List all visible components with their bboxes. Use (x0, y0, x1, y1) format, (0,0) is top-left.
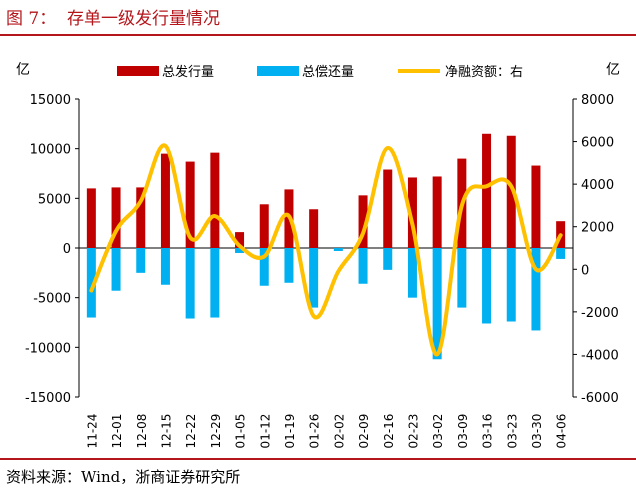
issue-bar (210, 152, 220, 248)
repay-bar (136, 248, 146, 273)
right-tick-label: 8000 (581, 93, 614, 108)
repay-bar (210, 248, 220, 318)
x-tick-label: 01-19 (283, 414, 297, 449)
left-tick-label: 10000 (30, 143, 71, 158)
right-tick-label: -4000 (581, 348, 619, 363)
issue-bar (506, 135, 516, 248)
issue-bar (259, 204, 269, 248)
right-tick-label: 0 (581, 263, 589, 278)
x-tick-label: 12-29 (209, 414, 223, 449)
repay-bar (432, 248, 442, 360)
x-tick-label: 01-26 (308, 414, 322, 449)
left-tick-label: 5000 (38, 192, 71, 207)
legend-label-issue: 总发行量 (162, 64, 214, 80)
issue-bar (309, 209, 319, 248)
x-tick-label: 12-08 (135, 414, 149, 449)
repay-bar (111, 248, 121, 291)
issue-bar (111, 187, 121, 248)
left-tick-label: 0 (63, 242, 71, 257)
source-rule (0, 458, 636, 460)
x-tick-label: 12-15 (159, 414, 173, 449)
left-tick-label: -5000 (33, 292, 71, 307)
source-note: 资料来源：Wind，浙商证券研究所 (6, 468, 241, 486)
issue-bar (160, 153, 170, 248)
legend-swatch-issue (117, 66, 159, 76)
repay-bar (482, 248, 492, 324)
repay-bar (86, 248, 96, 318)
x-tick-label: 03-09 (456, 414, 470, 449)
issue-bar (531, 165, 541, 248)
repay-bar (383, 248, 393, 270)
issue-bar (136, 187, 146, 248)
issue-bar (185, 161, 195, 248)
repay-bar (556, 248, 566, 259)
x-tick-label: 11-24 (85, 414, 99, 449)
title-rule (0, 34, 636, 36)
x-tick-label: 12-22 (184, 414, 198, 449)
x-tick-label: 03-16 (481, 414, 495, 449)
repay-bar (531, 248, 541, 331)
repay-bar (506, 248, 516, 322)
repay-bar (358, 248, 368, 284)
repay-bar (284, 248, 294, 283)
x-tick-label: 04-06 (555, 414, 569, 449)
right-axis-unit: 亿 (606, 62, 620, 78)
left-tick-label: -15000 (25, 391, 71, 406)
repay-bar (259, 248, 269, 286)
x-tick-label: 02-09 (357, 414, 371, 449)
x-tick-label: 03-02 (431, 414, 445, 449)
x-tick-label: 02-02 (332, 414, 346, 449)
issue-bar (407, 177, 417, 248)
issue-bar (482, 133, 492, 248)
repay-bar (333, 248, 343, 251)
legend-swatch-repay (257, 66, 299, 76)
x-tick-label: 01-12 (258, 414, 272, 449)
x-tick-label: 03-30 (530, 414, 544, 449)
left-tick-label: -10000 (25, 341, 71, 356)
issue-bar (432, 176, 442, 248)
right-tick-label: 4000 (581, 178, 614, 193)
right-tick-label: -6000 (581, 391, 619, 406)
x-tick-label: 03-23 (505, 414, 519, 449)
left-axis-unit: 亿 (16, 62, 30, 78)
repay-bar (407, 248, 417, 298)
right-tick-label: 2000 (581, 221, 614, 236)
legend-label-repay: 总偿还量 (302, 65, 354, 80)
x-tick-label: 02-16 (382, 414, 396, 449)
repay-bar (309, 248, 319, 308)
x-tick-label: 12-01 (110, 414, 124, 449)
right-tick-label: 6000 (581, 136, 614, 151)
issue-bar (86, 188, 96, 248)
issue-bar (235, 232, 245, 248)
figure-title: 图 7： 存单一级发行量情况 (6, 9, 221, 29)
issue-bar (358, 195, 368, 248)
left-tick-label: 15000 (30, 93, 71, 108)
repay-bar (160, 248, 170, 285)
right-tick-label: -2000 (581, 306, 619, 321)
legend-label-net: 净融资额：右 (445, 65, 523, 80)
chart: -15000 -10000 -5000 0 5000 10000 15000 -6000 -40… (16, 62, 620, 449)
x-tick-label: 02-23 (406, 414, 420, 449)
repay-bar (235, 248, 245, 253)
repay-bar (185, 248, 195, 319)
issue-bar (383, 169, 393, 248)
net-financing-line (89, 143, 563, 357)
x-tick-label: 01-05 (234, 414, 248, 449)
repay-bar (457, 248, 467, 308)
